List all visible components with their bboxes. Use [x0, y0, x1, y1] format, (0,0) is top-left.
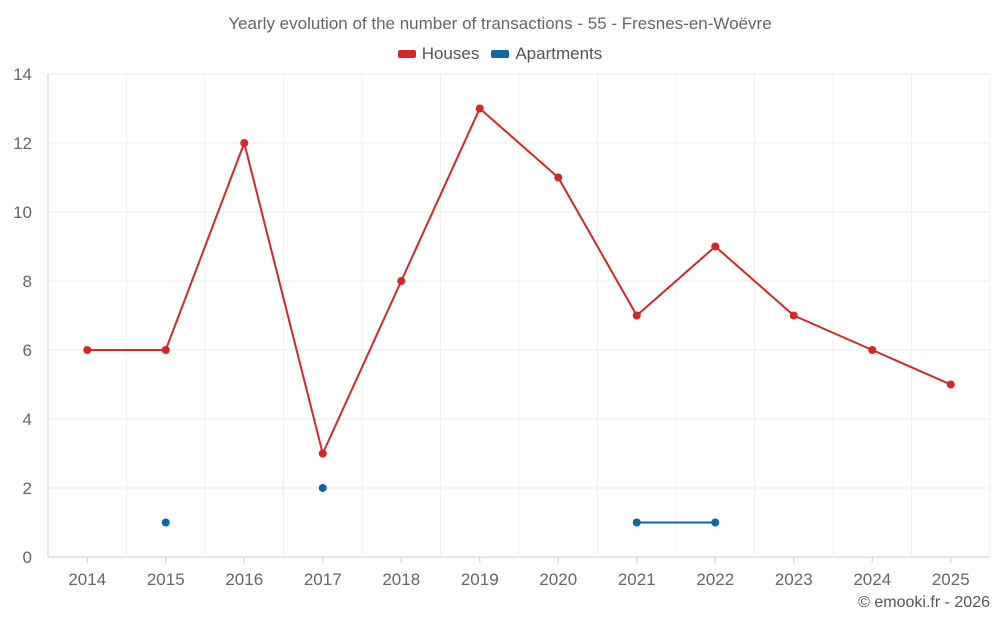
- legend-swatch-houses: [397, 50, 416, 58]
- data-point-houses-2022: [711, 242, 720, 251]
- y-tick-label: 12: [13, 134, 32, 153]
- series-line-houses: [871, 349, 952, 386]
- x-tick-label: 2024: [853, 570, 891, 589]
- series-line-houses: [400, 107, 481, 282]
- data-point-houses-2021: [632, 311, 641, 320]
- legend-label-apartments: Apartments: [515, 44, 603, 63]
- chart-title: Yearly evolution of the number of transa…: [228, 14, 772, 33]
- x-tick-label: 2023: [775, 570, 813, 589]
- series-line-houses: [635, 245, 717, 317]
- data-point-houses-2019: [475, 104, 484, 113]
- data-point-apartments-2015: [161, 518, 170, 527]
- y-tick-label: 2: [23, 479, 32, 498]
- x-tick-label: 2018: [382, 570, 420, 589]
- series-line-houses: [478, 107, 560, 179]
- legend-item-houses[interactable]: Houses: [397, 44, 480, 64]
- data-point-houses-2020: [554, 173, 563, 182]
- x-tick-label: 2021: [618, 570, 656, 589]
- series-line-houses: [792, 314, 874, 351]
- x-tick-label: 2014: [68, 570, 106, 589]
- data-point-houses-2018: [397, 277, 406, 285]
- data-point-houses-2014: [83, 346, 92, 354]
- data-point-houses-2025: [946, 380, 955, 389]
- y-tick-label: 14: [13, 65, 32, 84]
- data-point-houses-2016: [240, 139, 249, 147]
- x-tick-label: 2022: [696, 570, 734, 589]
- x-tick-label: 2025: [932, 570, 970, 589]
- legend-item-apartments[interactable]: Apartments: [491, 44, 602, 64]
- data-point-apartments-2022: [711, 518, 720, 527]
- x-tick-label: 2017: [304, 570, 342, 589]
- legend-swatch-apartments: [491, 50, 510, 58]
- y-tick-label: 4: [23, 410, 32, 429]
- series-line-houses: [557, 176, 638, 317]
- data-point-apartments-2021: [632, 518, 641, 527]
- series-line-houses: [714, 245, 795, 317]
- data-point-houses-2017: [318, 449, 327, 458]
- data-point-houses-2015: [161, 346, 170, 354]
- y-tick-label: 0: [23, 548, 32, 567]
- data-point-houses-2024: [868, 346, 877, 354]
- x-tick-label: 2015: [147, 570, 185, 589]
- data-point-houses-2023: [789, 311, 798, 320]
- y-tick-label: 8: [23, 272, 32, 291]
- y-tick-label: 10: [13, 203, 32, 222]
- legend: Houses Apartments: [0, 44, 1000, 64]
- series-line-houses: [321, 280, 403, 455]
- data-point-apartments-2017: [318, 484, 327, 492]
- copyright-credit: © emooki.fr - 2026: [858, 594, 990, 611]
- x-tick-label: 2016: [225, 570, 263, 589]
- y-tick-label: 6: [23, 341, 32, 360]
- x-tick-label: 2019: [461, 570, 499, 589]
- series-line-houses: [243, 142, 324, 455]
- series-line-houses: [164, 142, 246, 351]
- legend-label-houses: Houses: [421, 44, 480, 63]
- x-tick-label: 2020: [539, 570, 577, 589]
